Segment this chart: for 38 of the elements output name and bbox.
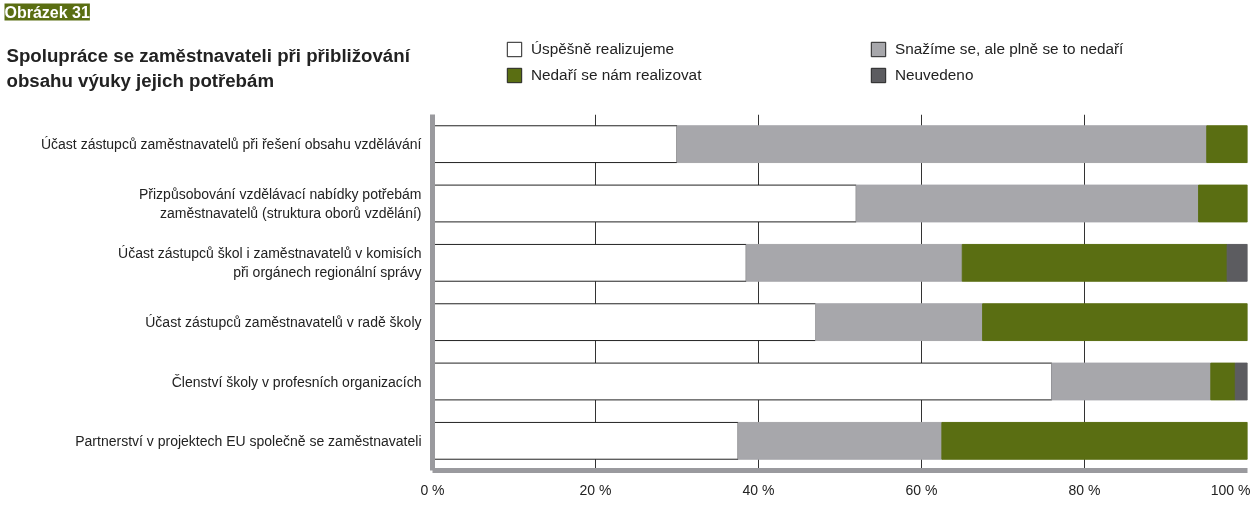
bar [432, 184, 857, 223]
bar [1226, 243, 1248, 282]
bar [745, 243, 963, 282]
x-tick-label: 60 % [905, 481, 938, 498]
x-tick-label: 40 % [742, 481, 775, 498]
bar [1206, 125, 1248, 164]
y-tick-label: Účast zástupců zaměstnavatelů při řešení obsahu vzdělávání [40, 136, 422, 153]
x-tick-label: 80 % [1068, 481, 1101, 498]
bar [737, 421, 943, 460]
bar [432, 243, 747, 282]
bar [982, 303, 1248, 342]
legend-label: Úspěšně realizujeme [531, 40, 676, 58]
bar [855, 184, 1200, 223]
legend-label: Neuvedeno [895, 66, 975, 84]
bar [1198, 184, 1248, 223]
bar [432, 362, 1053, 401]
bar [1051, 362, 1212, 401]
x-tick-label: 0 % [420, 481, 445, 498]
bar [1210, 362, 1236, 401]
bar [941, 421, 1248, 460]
text: Obrázek 31 [4, 3, 90, 21]
bar [432, 125, 678, 164]
y-tick-label: Účast zástupců zaměstnavatelů v radě školy [145, 314, 422, 331]
legend-label: Snažíme se, ale plně se to nedaří [895, 40, 1125, 58]
legend-label: Nedaří se nám realizovat [531, 66, 703, 84]
bar [815, 303, 984, 342]
y-tick-label: Přizpůsobování vzdělávací nabídky potřebám zaměstnavatelů (struktura oborů vzdělání) [139, 185, 422, 222]
bar [961, 243, 1228, 282]
bar [432, 421, 739, 460]
text: Spolupráce se zaměstnavateli při přibližování obsahu výuky jejich potřebám [6, 44, 411, 91]
bar [1234, 362, 1248, 401]
y-tick-label: Členství školy v profesních organizacích [171, 373, 422, 390]
y-tick-label: Účast zástupců škol i zaměstnavatelů v komisích při orgánech regionální správy [118, 245, 422, 281]
x-tick-label: 100 % [1210, 481, 1250, 498]
y-tick-label: Partnerství v projektech EU společně se zaměstnavateli [75, 432, 422, 449]
x-tick-label: 20 % [579, 481, 612, 498]
bar [676, 125, 1208, 164]
bar [432, 303, 817, 342]
